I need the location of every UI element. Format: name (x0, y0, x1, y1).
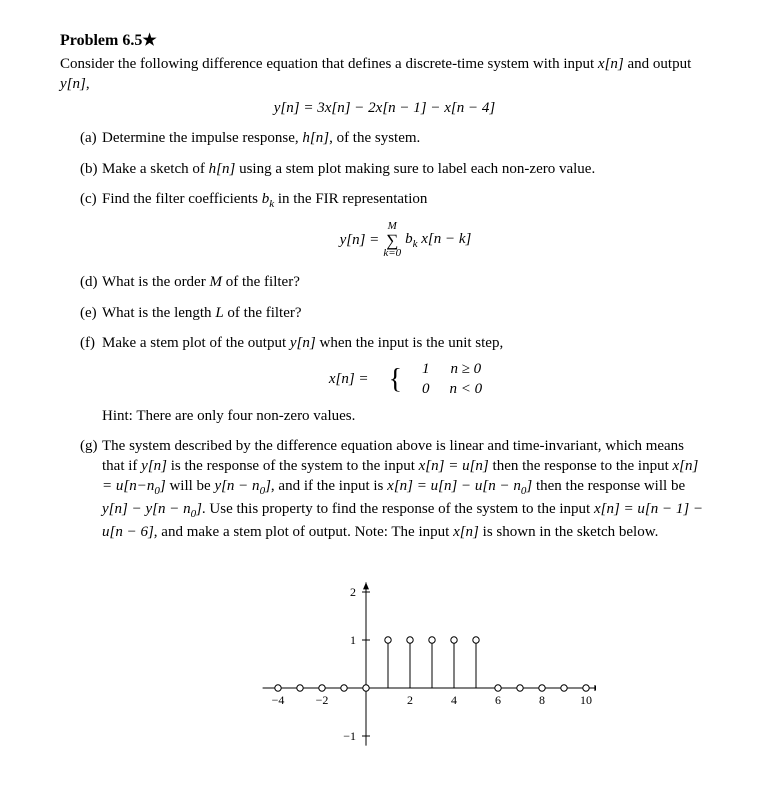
part-a-label: (a) (80, 128, 97, 148)
part-b-post: using a stem plot making sure to label e… (235, 161, 595, 177)
g-t11: y[n] − y[n − n (102, 501, 191, 517)
part-e: (e) What is the length L of the filter? (80, 303, 709, 323)
problem-title: Problem 6.5★ (60, 30, 709, 52)
svg-text:2: 2 (407, 693, 413, 707)
part-f-y: y[n] (290, 335, 316, 351)
stem-plot: 1 2 −1 −4 −2 2 4 6 8 10 (102, 558, 709, 758)
part-a-post: , of the system. (329, 130, 420, 146)
svg-text:1: 1 (350, 633, 356, 647)
svg-text:8: 8 (539, 693, 545, 707)
svg-text:6: 6 (495, 693, 501, 707)
step-r1c1: 1 (412, 359, 440, 379)
step-r2c1: 0 (412, 379, 440, 399)
part-a-pre: Determine the impulse response, (102, 130, 302, 146)
part-f-mid: when the input is the unit step, (316, 335, 503, 351)
part-g: (g) The system described by the differen… (80, 436, 709, 758)
step-equation: x[n] = { 1 n ≥ 0 0 n < 0 (102, 359, 709, 400)
g-t3: x[n] = u[n] (419, 458, 489, 474)
g-t12: . Use this property to find the response… (202, 501, 594, 517)
part-b-pre: Make a sketch of (102, 161, 209, 177)
intro-y: y[n] (60, 76, 86, 92)
part-c-post: in the FIR representation (274, 191, 427, 207)
svg-text:−1: −1 (343, 729, 356, 743)
part-f-label: (f) (80, 333, 95, 353)
part-d: (d) What is the order M of the filter? (80, 272, 709, 292)
intro-pre: Consider the following difference equati… (60, 56, 598, 72)
g-t7: y[n − n (214, 478, 259, 494)
part-c: (c) Find the filter coefficients bk in t… (80, 189, 709, 259)
g-t9: x[n] = u[n] − u[n − n (387, 478, 521, 494)
intro-x: x[n] (598, 56, 624, 72)
fir-rhs2: x[n − k] (418, 231, 472, 247)
part-a: (a) Determine the impulse response, h[n]… (80, 128, 709, 148)
step-r2c2: n < 0 (440, 379, 493, 399)
svg-text:−4: −4 (271, 693, 284, 707)
part-g-label: (g) (80, 436, 98, 456)
part-e-post: of the filter? (224, 305, 302, 321)
part-e-pre: What is the length (102, 305, 215, 321)
part-f-pre: Make a stem plot of the output (102, 335, 290, 351)
g-t10: then the response will be (532, 478, 685, 494)
fir-rhs: bk x[n − k] (403, 222, 473, 259)
part-b-h: h[n] (209, 161, 236, 177)
svg-text:2: 2 (350, 585, 356, 599)
fir-b: b (405, 231, 413, 247)
g-t4: then the response to the input (489, 458, 673, 474)
fir-equation: y[n] = M bk x[n − k] ∑ k=0 (102, 222, 709, 259)
intro-mid: and output (624, 56, 692, 72)
part-d-M: M (209, 274, 222, 290)
fir-sum-bot: k=0 (381, 249, 403, 259)
svg-text:−2: −2 (315, 693, 328, 707)
fir-lhs: y[n] = (338, 222, 382, 259)
part-a-h: h[n] (302, 130, 329, 146)
g-t8: , and if the input is (271, 478, 387, 494)
brace-icon: { (389, 364, 402, 395)
g-t2: is the response of the system to the inp… (167, 458, 419, 474)
step-r1c2: n ≥ 0 (440, 359, 493, 379)
g-t14: , and make a stem plot of output. Note: … (154, 524, 453, 540)
main-equation: y[n] = 3x[n] − 2x[n − 1] − x[n − 4] (60, 98, 709, 118)
part-f: (f) Make a stem plot of the output y[n] … (80, 333, 709, 426)
part-c-pre: Find the filter coefficients (102, 191, 262, 207)
svg-text:10: 10 (580, 693, 592, 707)
part-d-label: (d) (80, 272, 98, 292)
g-t15: x[n] (453, 524, 479, 540)
intro-post: , (86, 76, 90, 92)
part-c-label: (c) (80, 189, 97, 209)
stem-plot-svg: 1 2 −1 −4 −2 2 4 6 8 10 (216, 558, 596, 758)
g-t1: y[n] (141, 458, 167, 474)
step-lhs: x[n] = (319, 359, 379, 400)
intro-text: Consider the following difference equati… (60, 54, 709, 95)
hint-text: Hint: There are only four non-zero value… (102, 406, 709, 426)
part-e-label: (e) (80, 303, 97, 323)
part-d-post: of the filter? (222, 274, 300, 290)
part-b-label: (b) (80, 159, 98, 179)
part-e-L: L (215, 305, 223, 321)
svg-text:4: 4 (451, 693, 457, 707)
parts-list: (a) Determine the impulse response, h[n]… (60, 128, 709, 758)
g-t6: will be (166, 478, 215, 494)
part-b: (b) Make a sketch of h[n] using a stem p… (80, 159, 709, 179)
g-t16: is shown in the sketch below. (479, 524, 658, 540)
part-d-pre: What is the order (102, 274, 209, 290)
